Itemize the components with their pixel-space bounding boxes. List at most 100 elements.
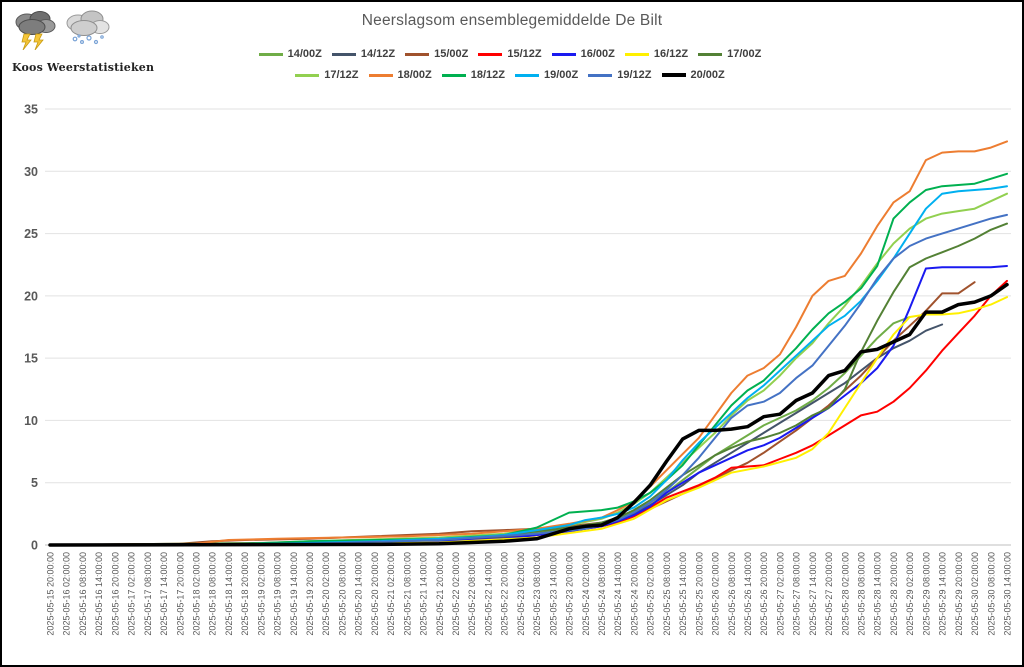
legend-swatch-18-00z xyxy=(368,73,393,77)
legend-row-2: 17/12Z 18/00Z 18/12Z 19/00Z 19/12Z 20/00Z xyxy=(122,69,906,81)
legend-swatch-17-12z xyxy=(295,73,320,77)
legend-item-14-12z: 14/12Z xyxy=(331,48,403,60)
legend-item-19-12z: 19/12Z xyxy=(588,69,659,81)
legend-item-18-00z: 18/00Z xyxy=(368,69,440,81)
x-axis-tick: 2025-05-25 02:00:00 xyxy=(646,552,656,636)
y-axis-tick-10: 10 xyxy=(24,414,38,428)
x-axis-tick: 2025-05-18 08:00:00 xyxy=(208,552,218,636)
series-line-15-00z xyxy=(49,281,976,546)
legend-swatch-16-12z xyxy=(624,52,649,56)
x-axis-tick: 2025-05-24 20:00:00 xyxy=(629,552,639,636)
legend-label-20-00z: 20/00Z xyxy=(690,69,725,81)
x-axis-tick: 2025-05-26 14:00:00 xyxy=(743,552,753,636)
x-axis-tick: 2025-05-30 08:00:00 xyxy=(986,552,996,636)
series-line-17-00z xyxy=(49,222,1008,546)
x-axis-tick: 2025-05-16 20:00:00 xyxy=(110,552,120,636)
x-axis-tick: 2025-05-18 02:00:00 xyxy=(191,552,201,636)
storm-cloud-icon xyxy=(12,8,58,55)
y-axis-tick-35: 35 xyxy=(24,103,38,117)
legend-swatch-18-12z xyxy=(441,73,466,77)
x-axis-tick: 2025-05-23 08:00:00 xyxy=(532,552,542,636)
x-axis-tick: 2025-05-25 08:00:00 xyxy=(662,552,672,636)
x-axis-tick: 2025-05-15 20:00:00 xyxy=(46,552,56,636)
x-axis-tick: 2025-05-24 08:00:00 xyxy=(597,552,607,636)
y-axis-tick-20: 20 xyxy=(24,289,38,303)
x-axis-tick: 2025-05-30 02:00:00 xyxy=(970,552,980,636)
y-axis-tick-15: 15 xyxy=(24,352,38,366)
legend-label-14-12z: 14/12Z xyxy=(360,48,396,60)
x-axis-tick: 2025-05-29 14:00:00 xyxy=(938,552,948,636)
legend-item-17-12z: 17/12Z xyxy=(295,69,366,81)
y-axis-tick-5: 5 xyxy=(31,476,38,490)
x-axis-tick: 2025-05-30 14:00:00 xyxy=(1003,552,1013,636)
x-axis-tick: 2025-05-27 14:00:00 xyxy=(808,552,818,636)
legend-item-17-00z: 17/00Z xyxy=(698,48,769,60)
legend-item-18-12z: 18/12Z xyxy=(441,69,513,81)
x-axis-tick: 2025-05-24 14:00:00 xyxy=(613,552,623,636)
x-axis-tick: 2025-05-25 20:00:00 xyxy=(694,552,704,636)
x-axis-tick: 2025-05-16 14:00:00 xyxy=(94,552,104,636)
x-axis-tick: 2025-05-28 20:00:00 xyxy=(889,552,899,636)
legend-item-16-00z: 16/00Z xyxy=(551,48,623,60)
legend-item-20-00z: 20/00Z xyxy=(661,69,733,81)
logo: Koos Weerstatistieken xyxy=(12,8,192,74)
x-axis-tick: 2025-05-27 20:00:00 xyxy=(824,552,834,636)
legend-swatch-19-00z xyxy=(515,73,539,77)
x-axis-tick: 2025-05-16 02:00:00 xyxy=(62,552,72,636)
x-axis-tick: 2025-05-21 20:00:00 xyxy=(435,552,445,636)
x-axis-tick: 2025-05-23 02:00:00 xyxy=(516,552,526,636)
x-axis-tick: 2025-05-18 14:00:00 xyxy=(224,552,234,636)
legend-label-16-12z: 16/12Z xyxy=(653,48,689,60)
x-axis-tick: 2025-05-26 08:00:00 xyxy=(727,552,737,636)
legend-label-19-00z: 19/00Z xyxy=(544,69,579,81)
x-axis-tick: 2025-05-20 20:00:00 xyxy=(370,552,380,636)
x-axis-tick: 2025-05-16 08:00:00 xyxy=(78,552,88,636)
legend-swatch-14-00z xyxy=(258,52,283,56)
series-line-15-12z xyxy=(49,279,1008,546)
y-axis-tick-30: 30 xyxy=(24,165,38,179)
legend-item-19-00z: 19/00Z xyxy=(515,69,586,81)
legend-label-15-12z: 15/12Z xyxy=(507,48,542,60)
x-axis-tick: 2025-05-20 08:00:00 xyxy=(337,552,347,636)
series-line-19-00z xyxy=(49,185,1008,546)
x-axis-tick: 2025-05-23 20:00:00 xyxy=(565,552,575,636)
legend-label-19-12z: 19/12Z xyxy=(617,69,652,81)
x-axis-tick: 2025-05-26 02:00:00 xyxy=(711,552,721,636)
x-axis-tick: 2025-05-21 08:00:00 xyxy=(402,552,412,636)
chart-legend: 14/00Z 14/12Z 15/00Z 15/12Z 16/00Z 16/12Z 17/0… xyxy=(122,48,906,90)
legend-item-16-12z: 16/12Z xyxy=(624,48,696,60)
x-axis-tick: 2025-05-29 08:00:00 xyxy=(921,552,931,636)
series-line-18-00z xyxy=(49,140,1008,546)
legend-swatch-15-12z xyxy=(478,52,503,56)
series-line-18-12z xyxy=(49,172,1008,546)
x-axis-tick: 2025-05-20 14:00:00 xyxy=(354,552,364,636)
x-axis-tick: 2025-05-19 02:00:00 xyxy=(256,552,266,636)
series-line-16-00z xyxy=(49,265,1008,546)
x-axis-tick: 2025-05-24 02:00:00 xyxy=(581,552,591,636)
legend-row-1: 14/00Z 14/12Z 15/00Z 15/12Z 16/00Z 16/12Z 17/0… xyxy=(122,48,906,60)
legend-item-15-12z: 15/12Z xyxy=(478,48,549,60)
legend-swatch-15-00z xyxy=(405,52,430,56)
x-axis-tick: 2025-05-26 20:00:00 xyxy=(759,552,769,636)
series-line-20-00z xyxy=(48,282,1009,547)
chart-title: Neerslagsom ensemblegemiddelde De Bilt xyxy=(361,12,663,29)
x-axis-tick: 2025-05-28 02:00:00 xyxy=(840,552,850,636)
x-axis-tick: 2025-05-27 02:00:00 xyxy=(775,552,785,636)
y-axis-tick-0: 0 xyxy=(31,539,38,553)
x-axis-tick: 2025-05-18 20:00:00 xyxy=(240,552,250,636)
x-axis-tick: 2025-05-22 20:00:00 xyxy=(500,552,510,636)
y-axis-tick-25: 25 xyxy=(24,227,38,241)
legend-swatch-19-12z xyxy=(588,73,613,77)
x-axis-tick: 2025-05-21 02:00:00 xyxy=(386,552,396,636)
logo-text: Koos Weerstatistieken xyxy=(12,61,155,74)
x-axis-tick: 2025-05-17 08:00:00 xyxy=(143,552,153,636)
legend-label-17-12z: 17/12Z xyxy=(324,69,359,81)
x-axis-tick: 2025-05-28 14:00:00 xyxy=(873,552,883,636)
legend-swatch-20-00z xyxy=(661,73,686,77)
x-axis-tick: 2025-05-19 08:00:00 xyxy=(273,552,283,636)
series-line-14-12z xyxy=(49,323,944,546)
snow-cloud-icon xyxy=(62,8,112,55)
legend-label-15-00z: 15/00Z xyxy=(434,48,469,60)
